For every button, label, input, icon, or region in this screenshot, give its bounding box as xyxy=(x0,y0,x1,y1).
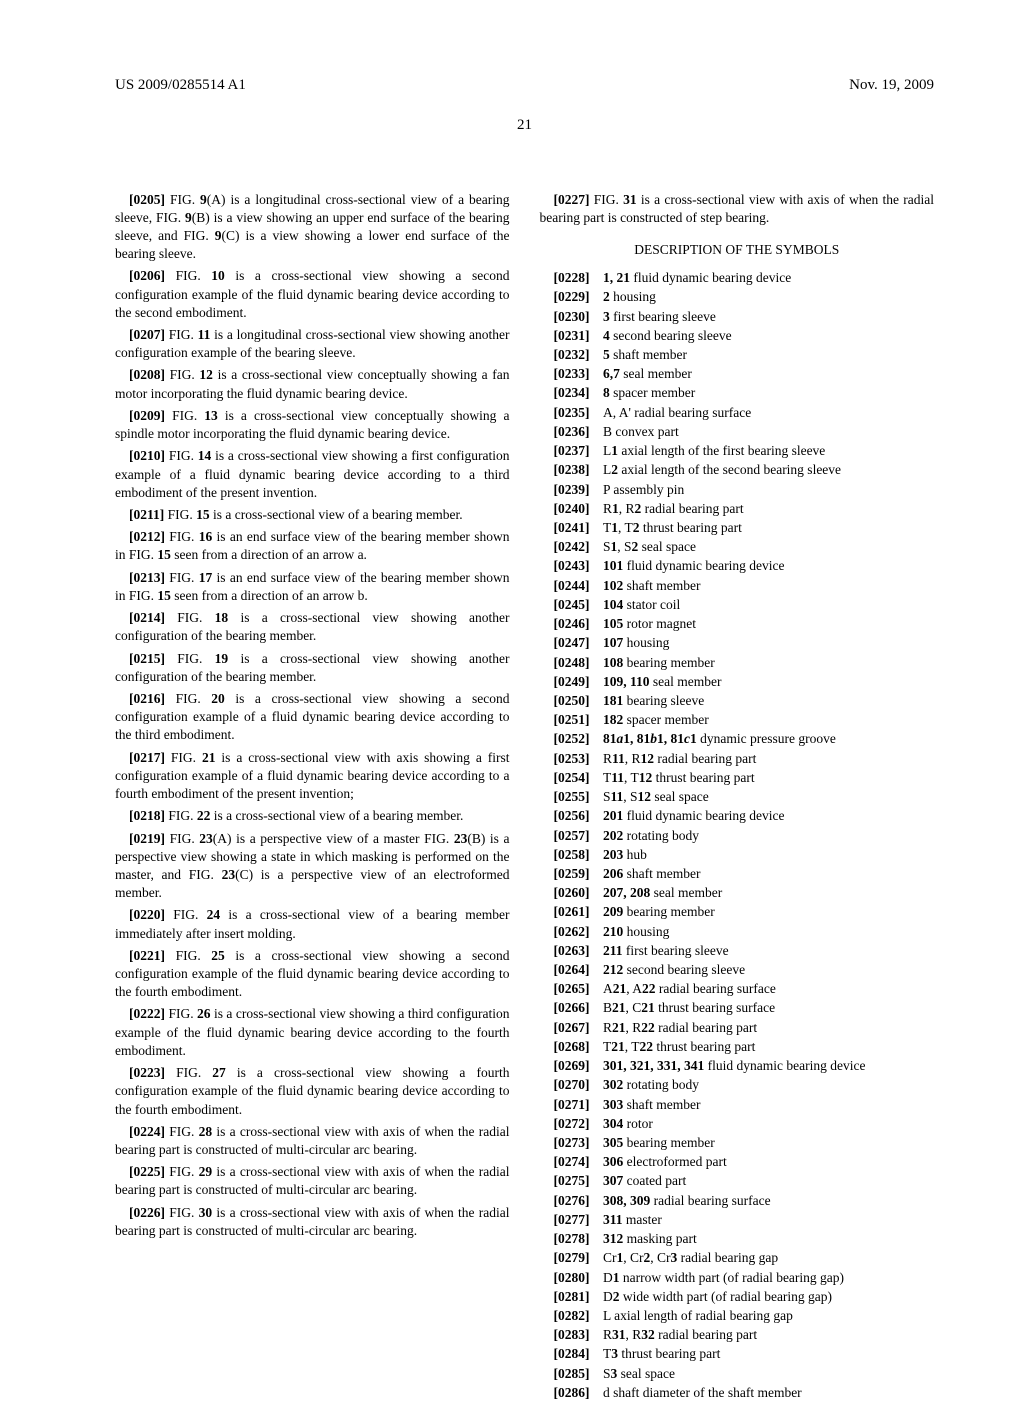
symbol-item: [0286] d shaft diameter of the shaft mem… xyxy=(540,1384,935,1402)
paragraph: [0216] FIG. 20 is a cross-sectional view… xyxy=(115,690,510,745)
symbol-item: [0235] A, A' radial bearing surface xyxy=(540,404,935,422)
symbol-item: [0278] 312 masking part xyxy=(540,1230,935,1248)
symbol-item: [0259] 206 shaft member xyxy=(540,865,935,883)
paragraph: [0222] FIG. 26 is a cross-sectional view… xyxy=(115,1005,510,1060)
symbol-item: [0234] 8 spacer member xyxy=(540,384,935,402)
paragraph: [0218] FIG. 22 is a cross-sectional view… xyxy=(115,807,510,825)
symbol-item: [0267] R21, R22 radial bearing part xyxy=(540,1019,935,1037)
symbol-item: [0240] R1, R2 radial bearing part xyxy=(540,500,935,518)
symbol-item: [0285] S3 seal space xyxy=(540,1365,935,1383)
symbol-item: [0284] T3 thrust bearing part xyxy=(540,1345,935,1363)
symbol-item: [0266] B21, C21 thrust bearing surface xyxy=(540,999,935,1017)
symbol-item: [0233] 6,7 seal member xyxy=(540,365,935,383)
symbol-item: [0275] 307 coated part xyxy=(540,1172,935,1190)
symbol-item: [0250] 181 bearing sleeve xyxy=(540,692,935,710)
paragraph: [0224] FIG. 28 is a cross-sectional view… xyxy=(115,1123,510,1159)
paragraph: [0212] FIG. 16 is an end surface view of… xyxy=(115,528,510,564)
paragraph: [0214] FIG. 18 is a cross-sectional view… xyxy=(115,609,510,645)
paragraph: [0206] FIG. 10 is a cross-sectional view… xyxy=(115,267,510,322)
paragraph: [0215] FIG. 19 is a cross-sectional view… xyxy=(115,650,510,686)
paragraph: [0210] FIG. 14 is a cross-sectional view… xyxy=(115,447,510,502)
left-column: [0205] FIG. 9(A) is a longitudinal cross… xyxy=(115,191,510,1403)
symbol-item: [0253] R11, R12 radial bearing part xyxy=(540,750,935,768)
symbol-item: [0236] B convex part xyxy=(540,423,935,441)
content-columns: [0205] FIG. 9(A) is a longitudinal cross… xyxy=(115,191,934,1403)
paragraph: [0208] FIG. 12 is a cross-sectional view… xyxy=(115,366,510,402)
page-number: 21 xyxy=(115,115,934,135)
symbol-item: [0238] L2 axial length of the second bea… xyxy=(540,461,935,479)
symbol-item: [0260] 207, 208 seal member xyxy=(540,884,935,902)
symbol-list: [0228] 1, 21 fluid dynamic bearing devic… xyxy=(540,269,935,1402)
symbol-item: [0265] A21, A22 radial bearing surface xyxy=(540,980,935,998)
symbol-item: [0282] L axial length of radial bearing … xyxy=(540,1307,935,1325)
symbol-item: [0271] 303 shaft member xyxy=(540,1096,935,1114)
symbol-item: [0254] T11, T12 thrust bearing part xyxy=(540,769,935,787)
symbol-item: [0256] 201 fluid dynamic bearing device xyxy=(540,807,935,825)
symbol-item: [0244] 102 shaft member xyxy=(540,577,935,595)
patent-number: US 2009/0285514 A1 xyxy=(115,75,246,95)
paragraph: [0211] FIG. 15 is a cross-sectional view… xyxy=(115,506,510,524)
symbol-item: [0252] 81a1, 81b1, 81c1 dynamic pressure… xyxy=(540,730,935,748)
paragraph: [0225] FIG. 29 is a cross-sectional view… xyxy=(115,1163,510,1199)
symbol-item: [0239] P assembly pin xyxy=(540,481,935,499)
symbol-item: [0268] T21, T22 thrust bearing part xyxy=(540,1038,935,1056)
symbol-item: [0276] 308, 309 radial bearing surface xyxy=(540,1192,935,1210)
symbol-item: [0249] 109, 110 seal member xyxy=(540,673,935,691)
page-header: US 2009/0285514 A1 Nov. 19, 2009 xyxy=(115,75,934,95)
paragraph: [0213] FIG. 17 is an end surface view of… xyxy=(115,569,510,605)
paragraph: [0221] FIG. 25 is a cross-sectional view… xyxy=(115,947,510,1002)
symbol-item: [0247] 107 housing xyxy=(540,634,935,652)
symbol-item: [0230] 3 first bearing sleeve xyxy=(540,308,935,326)
symbol-item: [0279] Cr1, Cr2, Cr3 radial bearing gap xyxy=(540,1249,935,1267)
paragraph: [0207] FIG. 11 is a longitudinal cross-s… xyxy=(115,326,510,362)
symbol-item: [0232] 5 shaft member xyxy=(540,346,935,364)
symbol-item: [0255] S11, S12 seal space xyxy=(540,788,935,806)
symbol-item: [0261] 209 bearing member xyxy=(540,903,935,921)
symbol-item: [0251] 182 spacer member xyxy=(540,711,935,729)
symbol-item: [0269] 301, 321, 331, 341 fluid dynamic … xyxy=(540,1057,935,1075)
section-title: DESCRIPTION OF THE SYMBOLS xyxy=(540,241,935,259)
right-column: [0227] FIG. 31 is a cross-sectional view… xyxy=(540,191,935,1403)
symbol-item: [0245] 104 stator coil xyxy=(540,596,935,614)
paragraph: [0205] FIG. 9(A) is a longitudinal cross… xyxy=(115,191,510,264)
symbol-item: [0274] 306 electroformed part xyxy=(540,1153,935,1171)
paragraph: [0217] FIG. 21 is a cross-sectional view… xyxy=(115,749,510,804)
symbol-item: [0264] 212 second bearing sleeve xyxy=(540,961,935,979)
symbol-item: [0229] 2 housing xyxy=(540,288,935,306)
symbol-item: [0237] L1 axial length of the first bear… xyxy=(540,442,935,460)
symbol-item: [0228] 1, 21 fluid dynamic bearing devic… xyxy=(540,269,935,287)
paragraph: [0209] FIG. 13 is a cross-sectional view… xyxy=(115,407,510,443)
symbol-item: [0262] 210 housing xyxy=(540,923,935,941)
symbol-item: [0243] 101 fluid dynamic bearing device xyxy=(540,557,935,575)
paragraph: [0219] FIG. 23(A) is a perspective view … xyxy=(115,830,510,903)
symbol-item: [0273] 305 bearing member xyxy=(540,1134,935,1152)
patent-date: Nov. 19, 2009 xyxy=(849,75,934,95)
symbol-item: [0242] S1, S2 seal space xyxy=(540,538,935,556)
symbol-item: [0280] D1 narrow width part (of radial b… xyxy=(540,1269,935,1287)
paragraph: [0223] FIG. 27 is a cross-sectional view… xyxy=(115,1064,510,1119)
symbol-item: [0283] R31, R32 radial bearing part xyxy=(540,1326,935,1344)
symbol-item: [0281] D2 wide width part (of radial bea… xyxy=(540,1288,935,1306)
symbol-item: [0231] 4 second bearing sleeve xyxy=(540,327,935,345)
symbol-item: [0257] 202 rotating body xyxy=(540,827,935,845)
symbol-item: [0241] T1, T2 thrust bearing part xyxy=(540,519,935,537)
paragraph: [0227] FIG. 31 is a cross-sectional view… xyxy=(540,191,935,227)
symbol-item: [0248] 108 bearing member xyxy=(540,654,935,672)
symbol-item: [0277] 311 master xyxy=(540,1211,935,1229)
symbol-item: [0263] 211 first bearing sleeve xyxy=(540,942,935,960)
symbol-item: [0246] 105 rotor magnet xyxy=(540,615,935,633)
symbol-item: [0272] 304 rotor xyxy=(540,1115,935,1133)
symbol-item: [0258] 203 hub xyxy=(540,846,935,864)
symbol-item: [0270] 302 rotating body xyxy=(540,1076,935,1094)
paragraph: [0220] FIG. 24 is a cross-sectional view… xyxy=(115,906,510,942)
paragraph: [0226] FIG. 30 is a cross-sectional view… xyxy=(115,1204,510,1240)
